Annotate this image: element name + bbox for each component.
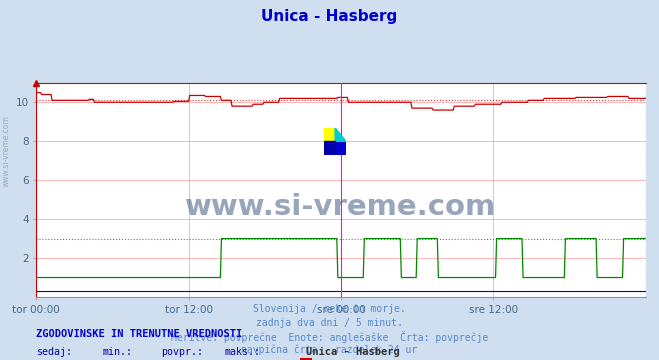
Polygon shape bbox=[335, 128, 346, 141]
Text: Unica - Hasberg: Unica - Hasberg bbox=[262, 9, 397, 24]
Bar bbox=[335, 141, 346, 155]
Text: Unica - Hasberg: Unica - Hasberg bbox=[306, 347, 400, 357]
Text: povpr.:: povpr.: bbox=[161, 347, 204, 357]
Text: ZGODOVINSKE IN TRENUTNE VREDNOSTI: ZGODOVINSKE IN TRENUTNE VREDNOSTI bbox=[36, 329, 243, 339]
Text: Meritve: povprečne  Enote: anglešaške  Črta: povprečje: Meritve: povprečne Enote: anglešaške Črt… bbox=[171, 331, 488, 343]
Bar bbox=[324, 128, 335, 141]
Polygon shape bbox=[324, 141, 335, 155]
Text: maks.:: maks.: bbox=[224, 347, 260, 357]
Text: Slovenija / reke in morje.: Slovenija / reke in morje. bbox=[253, 304, 406, 314]
Text: www.si-vreme.com: www.si-vreme.com bbox=[185, 193, 497, 221]
Text: zadnja dva dni / 5 minut.: zadnja dva dni / 5 minut. bbox=[256, 318, 403, 328]
Text: sedaj:: sedaj: bbox=[36, 347, 72, 357]
Text: www.si-vreme.com: www.si-vreme.com bbox=[2, 115, 11, 187]
Text: navpična črta - razdelek 24 ur: navpična črta - razdelek 24 ur bbox=[241, 344, 418, 355]
Text: min.:: min.: bbox=[102, 347, 132, 357]
